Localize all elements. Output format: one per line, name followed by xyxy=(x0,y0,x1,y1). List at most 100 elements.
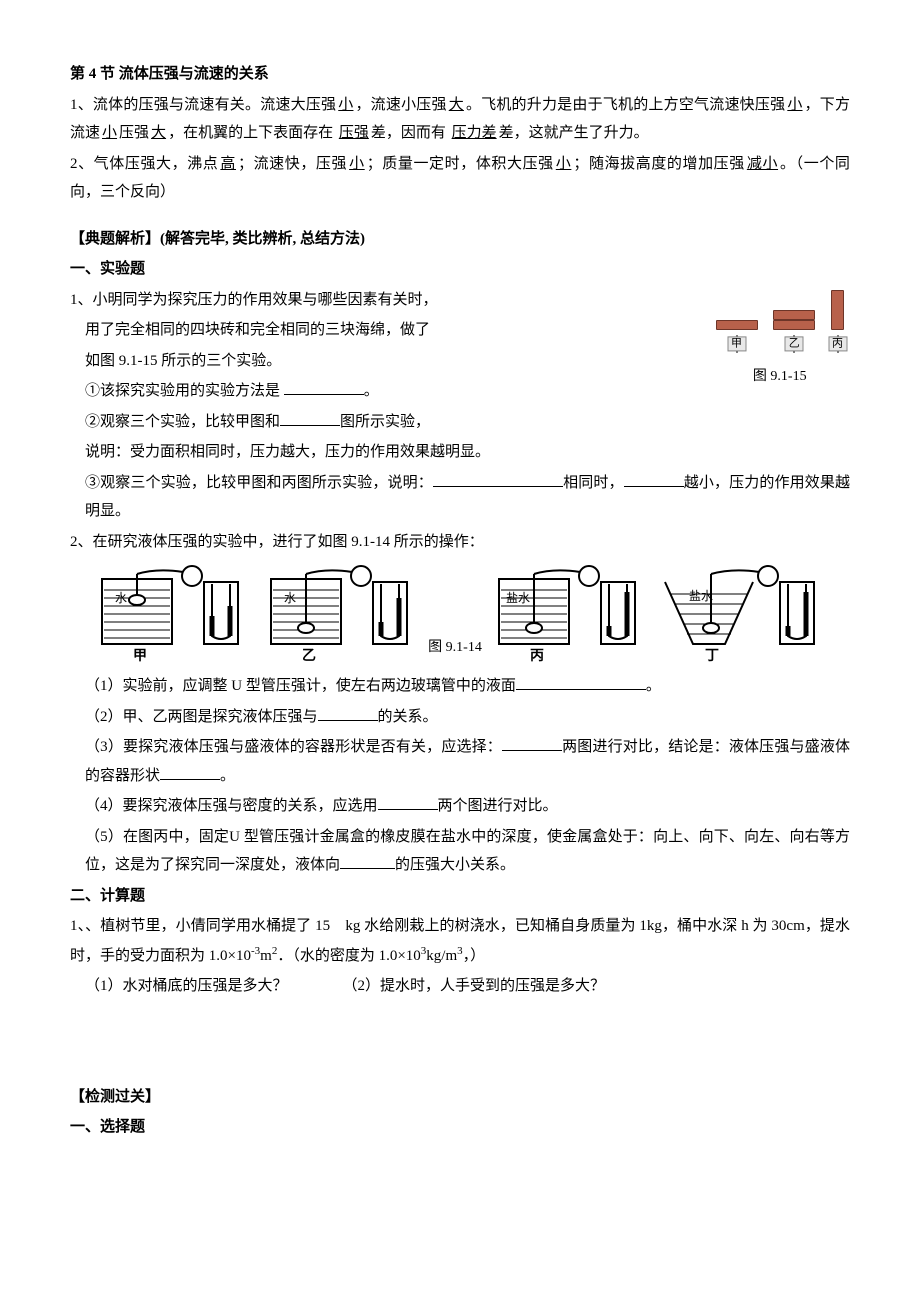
part2-calc-title: 二、计算题 xyxy=(70,882,850,911)
analysis-heading: 【典题解析】(解答完毕, 类比辨析, 总结方法) xyxy=(70,225,850,254)
sponge-icon: 甲 xyxy=(736,335,738,353)
q1-sub2a: ②观察三个实验，比较甲图和 图所示实验， xyxy=(70,408,850,437)
answer-3: 小 xyxy=(785,97,804,113)
answer-7: 压力差 xyxy=(450,125,499,141)
experiment-yi: 乙 xyxy=(773,310,815,359)
blank-input[interactable] xyxy=(160,765,220,780)
q2-sub2: （2）甲、乙两图是探究液体压强与 的关系。 xyxy=(70,703,850,732)
calc-subq: （1）水对桶底的压强是多大？ （2）提水时，人手受到的压强是多大？ xyxy=(70,972,850,1001)
text: ；质量一定时，体积大压强 xyxy=(367,156,554,172)
text: （2）甲、乙两图是探究液体压强与 xyxy=(85,709,318,725)
text: 。飞机的升力是由于飞机的上方空气流速快压强 xyxy=(466,97,785,113)
answer-b3: 小 xyxy=(554,156,574,172)
answer-b1: 高 xyxy=(218,156,238,172)
sponge-icon: 丙 xyxy=(837,335,839,353)
figure-915-caption: 图 9.1-15 xyxy=(710,364,851,391)
answer-b4: 减小 xyxy=(745,156,780,172)
check-heading: 【检测过关】 xyxy=(70,1083,850,1112)
section4-p2: 2、气体压强大，沸点高；流速快，压强小；质量一定时，体积大压强小；随海拔高度的增… xyxy=(70,150,850,207)
check-part1: 一、选择题 xyxy=(70,1113,850,1142)
text: 2、气体压强大，沸点 xyxy=(70,156,218,172)
text: ；随海拔高度的增加压强 xyxy=(573,156,744,172)
label-ding: 丁 xyxy=(705,649,719,664)
q2-sub5: （5）在图丙中，固定U 型管压强计金属盒的橡皮膜在盐水中的深度，使金属盒处于：向… xyxy=(70,823,850,880)
text: ；流速快，压强 xyxy=(238,156,347,172)
section-4-title: 第 4 节 流体压强与流速的关系 xyxy=(70,60,850,89)
q1-sub3: ③观察三个实验，比较甲图和丙图所示实验，说明：相同时，越小，压力的作用效果越明显… xyxy=(70,469,850,526)
sponge-icon: 乙 xyxy=(793,335,795,353)
brick-icon xyxy=(773,310,815,320)
label-jia: 甲 xyxy=(133,648,147,664)
text: ②观察三个实验，比较甲图和 xyxy=(85,414,280,430)
answer-4: 小 xyxy=(100,125,119,141)
blank-input[interactable] xyxy=(318,706,378,721)
text: 的压强大小关系。 xyxy=(395,857,515,873)
text: 图所示实验， xyxy=(340,414,430,430)
label-yi: 乙 xyxy=(785,336,804,351)
blank-input[interactable] xyxy=(284,380,364,395)
text: 差，因而有 xyxy=(371,125,446,141)
figure-914-caption: 图 9.1-14 xyxy=(428,635,482,662)
label-yi: 乙 xyxy=(302,648,316,664)
label-jia: 甲 xyxy=(727,336,746,351)
answer-6: 压强 xyxy=(337,125,371,141)
figure-9-1-15: 甲 乙 丙 图 9.1-15 xyxy=(710,290,851,391)
beaker-ding-icon: 盐水 丁 xyxy=(663,564,823,664)
calc-q1: 1、、植树节里，小倩同学用水桶提了 15 kg 水给刚栽上的树浇水，已知桶自身质… xyxy=(70,912,850,970)
text: 。 xyxy=(220,768,235,784)
text: ．（水的密度为 1.0×10 xyxy=(277,948,420,964)
text: 的关系。 xyxy=(378,709,438,725)
text: 压强 xyxy=(119,125,149,141)
blank-input[interactable] xyxy=(516,675,646,690)
blank-input[interactable] xyxy=(624,472,684,487)
q1-sub2c: 说明：受力面积相同时，压力越大，压力的作用效果越明显。 xyxy=(70,438,850,467)
label-saltwater: 盐水 xyxy=(689,589,713,603)
text: m xyxy=(260,948,272,964)
text: 相同时， xyxy=(563,475,624,491)
experiment-jia: 甲 xyxy=(716,320,758,359)
label-bing: 丙 xyxy=(828,336,847,351)
text: 1、流体的压强与流速有关。流速大压强 xyxy=(70,97,336,113)
text: ，在机翼的上下表面存在 xyxy=(168,125,333,141)
answer-1: 小 xyxy=(336,97,355,113)
blank-input[interactable] xyxy=(378,795,438,810)
text: 。 xyxy=(364,383,379,399)
label-water: 水 xyxy=(284,591,296,605)
q2-sub4: （4）要探究液体压强与密度的关系，应选用 两个图进行对比。 xyxy=(70,792,850,821)
text: ，） xyxy=(463,948,486,964)
text: ①该探究实验用的实验方法是 xyxy=(85,383,284,399)
blank-input[interactable] xyxy=(433,472,563,487)
brick-icon xyxy=(716,320,758,330)
superscript: -3 xyxy=(251,945,260,957)
blank-input[interactable] xyxy=(280,411,340,426)
beaker-yi-icon: 水 乙 xyxy=(266,564,416,664)
brick-experiments: 甲 乙 丙 xyxy=(710,290,851,359)
text: ③观察三个实验，比较甲图和丙图所示实验，说明： xyxy=(85,475,433,491)
beaker-bing-icon: 盐水 丙 xyxy=(494,564,644,664)
label-water: 水 xyxy=(115,591,127,605)
text: （1）实验前，应调整 U 型管压强计，使左右两边玻璃管中的液面 xyxy=(85,678,516,694)
answer-2: 大 xyxy=(447,97,466,113)
calc-sub1: （1）水对桶底的压强是多大？ xyxy=(85,978,288,994)
text: 两个图进行对比。 xyxy=(438,798,558,814)
text: 差，这就产生了升力。 xyxy=(499,125,649,141)
brick-icon xyxy=(773,320,815,330)
calc-sub2: （2）提水时，人手受到的压强是多大？ xyxy=(343,978,606,994)
label-saltwater: 盐水 xyxy=(506,591,530,605)
text: （3）要探究液体压强与盛液体的容器形状是否有关，应选择： xyxy=(85,739,502,755)
section4-p1: 1、流体的压强与流速有关。流速大压强小，流速小压强大。飞机的升力是由于飞机的上方… xyxy=(70,91,850,148)
text: （4）要探究液体压强与密度的关系，应选用 xyxy=(85,798,378,814)
label-bing: 丙 xyxy=(530,648,544,664)
experiment-bing: 丙 xyxy=(831,290,844,359)
q2-sub3: （3）要探究液体压强与盛液体的容器形状是否有关，应选择：两图进行对比，结论是：液… xyxy=(70,733,850,790)
blank-input[interactable] xyxy=(502,736,562,751)
figure-9-1-14: 水 甲 水 乙 图 9.1-14 盐水 xyxy=(70,564,850,664)
text: ，流速小压强 xyxy=(355,97,446,113)
text: kg/m xyxy=(426,948,457,964)
brick-icon xyxy=(831,290,844,330)
part1-experiment-title: 一、实验题 xyxy=(70,255,850,284)
q2-sub1: （1）实验前，应调整 U 型管压强计，使左右两边玻璃管中的液面。 xyxy=(70,672,850,701)
beaker-jia-icon: 水 甲 xyxy=(97,564,247,664)
answer-b2: 小 xyxy=(347,156,367,172)
blank-input[interactable] xyxy=(340,854,395,869)
